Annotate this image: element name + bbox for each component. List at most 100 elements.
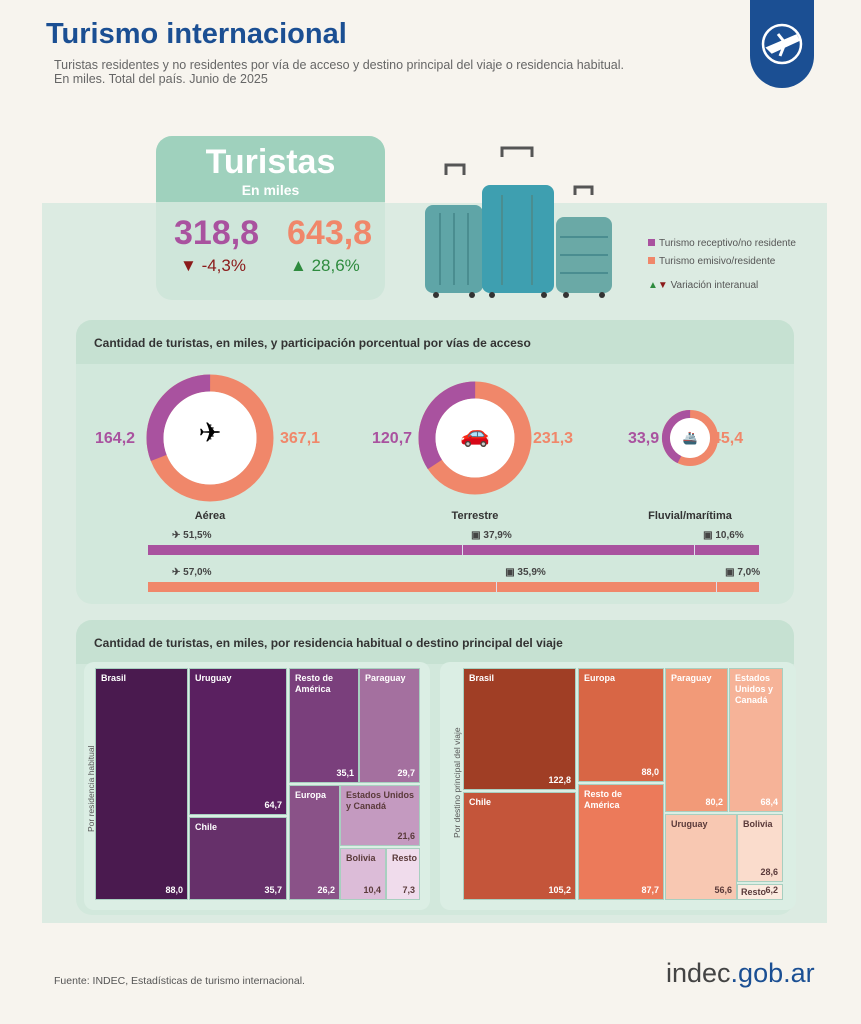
share-bar-emisivo [148,582,760,592]
cell-label: Estados Unidos y Canadá [346,790,415,811]
cell-value: 88,0 [165,885,183,895]
cell-value: 56,6 [714,885,732,895]
plane-icon: ✈ [198,417,221,448]
logo-indec: indec [666,958,731,988]
cell-label: Resto de América [295,673,334,694]
cell-value: 28,6 [760,867,778,877]
cell-value: 88,0 [641,767,659,777]
donut-receptivo-0 [146,374,274,502]
cell-value: 122,8 [548,775,571,785]
emisivo-total: 643,8 [287,214,373,252]
treemap-left-cell: Resto de América 35,1 [289,668,359,783]
cell-value: 87,7 [641,885,659,895]
destination-heading: Cantidad de turistas, en miles, por resi… [76,620,794,664]
indec-logo[interactable]: indec.gob.ar [666,958,815,989]
treemap-right-cell: Chile 105,2 [463,792,576,900]
cell-value: 35,7 [264,885,282,895]
treemap-left-cell: Brasil 88,0 [95,668,188,900]
cell-value: 6,2 [765,885,778,895]
treemap-right-cell: Estados Unidos y Canadá 68,4 [729,668,783,812]
treemap-left-cell: Estados Unidos y Canadá 21,6 [340,785,420,846]
cell-label: Brasil [101,673,127,683]
cell-label: Europa [295,790,327,800]
bar-segment [148,582,498,592]
page-title: Turismo internacional [46,18,347,50]
suitcases-illustration [425,146,612,298]
treemap-right-cell: Resto 6,2 [737,884,783,900]
down-arrow-icon: ▼ [180,256,197,275]
access-donuts: ✈ 🚗 🚢 [146,374,719,502]
receptivo-variation: -4,3% [201,256,246,275]
cell-label: Chile [195,822,218,832]
source-note: Fuente: INDEC, Estadísticas de turismo i… [54,975,305,987]
receptivo-swatch [648,239,655,246]
donut-emisivo-label: 367,1 [280,430,321,447]
donut-category-label: Aérea [194,510,226,522]
down-arrow-icon: ▼ [657,280,668,291]
treemap-left-cell: Paraguay 29,7 [359,668,420,783]
donut-category-label: Fluvial/marítima [648,510,732,522]
donut-center-2 [670,418,710,458]
cell-label: Resto [741,887,767,897]
donut-receptivo-label: 33,9 [628,430,660,447]
subtitle: Turistas residentes y no residentes por … [54,58,694,86]
treemap-right-cell: Uruguay 56,6 [665,814,737,900]
cell-value: 35,1 [336,768,354,778]
turistas-header: Turistas En miles [156,136,385,202]
cell-label: Brasil [469,673,495,683]
cell-label: Estados Unidos y Canadá [735,673,774,705]
donut-emisivo-label: 231,3 [533,430,574,447]
up-arrow-icon: ▲ [648,280,658,291]
emisivo-variation: 28,6% [311,256,360,275]
donut-receptivo-label: 120,7 [372,430,413,447]
bar-segment [695,545,760,555]
cell-value: 7,3 [402,885,415,895]
bar-pct-label: ✈ 51,5% [172,530,212,541]
cell-label: Chile [469,797,492,807]
treemap-left-cell: Bolivia 10,4 [340,848,386,900]
cell-value: 80,2 [705,797,723,807]
cell-label: Resto de América [584,789,623,810]
cell-label: Uruguay [195,673,232,683]
access-heading: Cantidad de turistas, en miles, y partic… [76,320,794,364]
cell-value: 21,6 [397,831,415,841]
treemap-left-cell: Resto 7,3 [386,848,420,900]
legend-variacion: Variación interanual [670,280,759,291]
cell-label: Europa [584,673,616,683]
treemap-left-cell: Uruguay 64,7 [189,668,287,815]
treemap-right-cell: Paraguay 80,2 [665,668,728,812]
logo-domain: .gob.ar [730,958,815,988]
donut-center-1 [435,398,515,478]
bar-pct-label: ▣ 37,9% [471,530,512,541]
bar-segment [148,545,464,555]
cell-label: Bolivia [743,819,773,829]
donut-emisivo-label: 45,4 [712,430,744,447]
treemap-right-cell: Resto de América 87,7 [578,784,664,900]
up-arrow-icon: ▲ [290,256,307,275]
cell-label: Paraguay [365,673,406,683]
cell-label: Resto [392,853,418,863]
cell-value: 68,4 [760,797,778,807]
cell-label: Bolivia [346,853,376,863]
donut-center-0 [163,391,257,485]
treemap-right-cell: Europa 88,0 [578,668,664,782]
bar-pct-label: ▣ 35,9% [505,567,546,578]
cell-value: 29,7 [397,768,415,778]
cell-label: Paraguay [671,673,712,683]
bar-pct-label: ▣ 7,0% [725,567,761,578]
legend-emisivo: Turismo emisivo/residente [659,256,776,267]
globe-plane-icon [761,23,803,65]
turistas-unit: En miles [241,182,300,198]
globe-plane-badge [750,0,814,88]
treemap-left-cell: Chile 35,7 [189,817,287,900]
receptivo-total: 318,8 [174,214,260,252]
cell-value: 10,4 [363,885,381,895]
right-axis-label: Por destino principal del viaje [452,727,462,838]
ship-icon: 🚢 [683,431,698,445]
cell-label: Uruguay [671,819,708,829]
share-bar-receptivo [148,545,760,555]
bar-pct-label: ✈ 57,0% [172,567,212,578]
donut-receptivo-label: 164,2 [95,430,136,447]
cell-value: 105,2 [548,885,571,895]
bar-segment [497,582,718,592]
